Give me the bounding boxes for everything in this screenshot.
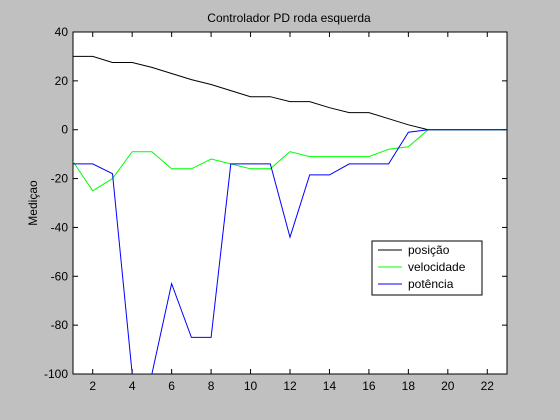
- x-tick-label: 10: [244, 379, 258, 393]
- y-tick-label: 20: [55, 74, 69, 88]
- x-tick-label: 8: [208, 379, 215, 393]
- series-lines: [73, 55, 507, 374]
- y-tick-label: -20: [51, 172, 69, 186]
- x-tick-label: 6: [168, 379, 175, 393]
- y-tick-label: -80: [51, 318, 69, 332]
- x-tick-label: 20: [441, 379, 455, 393]
- y-axis-label: Mediçao: [26, 180, 40, 226]
- plot-area: [72, 31, 508, 375]
- legend-label: velocidade: [408, 260, 466, 274]
- y-tick-label: -60: [51, 269, 69, 283]
- y-tick-label: -40: [51, 220, 69, 234]
- legend-label: posição: [408, 243, 450, 257]
- chart-title: Controlador PD roda esquerda: [207, 11, 371, 25]
- y-tick-label: 40: [55, 25, 69, 39]
- legend: posição velocidade potência: [371, 240, 483, 296]
- x-tick-label: 2: [89, 379, 96, 393]
- y-tick-label: 0: [61, 123, 68, 137]
- x-tick-label: 12: [283, 379, 297, 393]
- x-tick-label: 14: [323, 379, 337, 393]
- y-tick-label: -100: [44, 367, 68, 381]
- legend-label: potência: [408, 277, 454, 291]
- x-tick-label: 22: [481, 379, 495, 393]
- x-tick-label: 18: [402, 379, 416, 393]
- x-axis: 2 4 6 8 10 12 14 16 18 20 22: [89, 32, 494, 393]
- x-tick-label: 4: [129, 379, 136, 393]
- series-line-3: [73, 129, 507, 374]
- x-tick-label: 16: [362, 379, 376, 393]
- y-axis: -100 -80 -60 -40 -20 0 20 40: [44, 25, 507, 381]
